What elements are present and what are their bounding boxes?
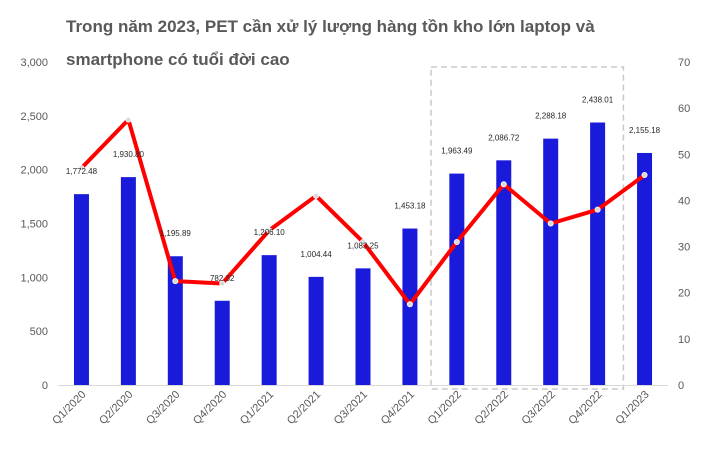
y-right-tick-label: 70 — [678, 57, 690, 69]
y-right-tick-label: 40 — [678, 195, 690, 207]
x-tick-label: Q1/2021 — [238, 389, 276, 427]
line-point — [547, 220, 554, 227]
y-right-tick-label: 0 — [678, 380, 684, 392]
chart-title: Trong năm 2023, PET cần xử lý lượng hàng… — [66, 17, 595, 69]
y-left-tick-label: 1,500 — [20, 219, 48, 231]
line-point — [594, 206, 601, 213]
x-tick-label: Q3/2020 — [144, 389, 182, 427]
bar-value-label: 1,963.49 — [441, 147, 473, 156]
y-left-tick-label: 3,000 — [20, 57, 48, 69]
bar-value-label: 2,288.18 — [535, 112, 567, 121]
bar — [214, 300, 230, 385]
line-point — [125, 116, 132, 123]
line-point — [500, 181, 507, 188]
bar — [167, 256, 183, 385]
bar-value-label: 1,083.25 — [347, 241, 379, 250]
y-right-tick-label: 20 — [678, 288, 690, 300]
x-tick-label: Q3/2021 — [332, 389, 370, 427]
line-series — [78, 116, 648, 308]
x-tick-label: Q3/2022 — [519, 389, 557, 427]
line-point — [219, 280, 226, 287]
y-right-tick-label: 60 — [678, 103, 690, 115]
y-left-tick-label: 0 — [42, 380, 48, 392]
line-point — [266, 227, 273, 234]
y-left-tick-label: 500 — [30, 326, 48, 338]
bar — [543, 138, 559, 385]
bar-series — [73, 122, 653, 385]
bar-value-label: 1,195.89 — [160, 229, 192, 238]
bar — [355, 268, 371, 385]
line-point — [172, 278, 179, 285]
line-point — [453, 238, 460, 245]
bar-value-label: 1,772.48 — [66, 167, 98, 176]
bar — [449, 173, 465, 385]
x-tick-label: Q1/2022 — [426, 389, 464, 427]
bar-value-label: 1,004.44 — [301, 250, 333, 259]
bar — [120, 177, 136, 385]
bar — [73, 194, 89, 385]
bar-value-label: 2,086.72 — [488, 133, 520, 142]
y-right-tick-label: 50 — [678, 149, 690, 161]
y-left-tick-label: 2,500 — [20, 111, 48, 123]
x-tick-label: Q1/2020 — [50, 389, 88, 427]
highlight-box — [430, 66, 625, 390]
line-point — [641, 172, 648, 179]
y-left-tick-label: 1,000 — [20, 272, 48, 284]
bar — [308, 276, 324, 385]
bar — [496, 160, 512, 385]
bar-value-label: 2,155.18 — [629, 126, 661, 135]
line-point — [359, 238, 366, 245]
y-left-tick-label: 2,000 — [20, 165, 48, 177]
bar-value-label: 1,206.10 — [254, 228, 286, 237]
data-labels: 1,772.48 1,930.80 1,195.89 782.32 1,206.10 1,… — [66, 96, 661, 283]
bar-value-label: 2,438.01 — [582, 96, 614, 105]
bar — [637, 152, 653, 385]
x-tick-label: Q4/2022 — [566, 389, 604, 427]
x-tick-label: Q2/2020 — [97, 389, 135, 427]
x-tick-label: Q4/2020 — [191, 389, 229, 427]
highlight-layer — [430, 66, 625, 390]
x-tick-label: Q2/2021 — [285, 389, 323, 427]
line-point — [78, 165, 85, 172]
bar-value-label: 1,453.18 — [394, 202, 426, 211]
x-tick-label: Q1/2023 — [613, 389, 651, 427]
y-right-tick-label: 10 — [678, 334, 690, 346]
x-tick-label: Q4/2021 — [379, 389, 417, 427]
x-tick-label: Q2/2022 — [473, 389, 511, 427]
y-right-tick-label: 30 — [678, 242, 690, 254]
bar-value-label: 782.32 — [210, 274, 235, 283]
bar-value-label: 1,930.80 — [113, 150, 145, 159]
line-point — [406, 301, 413, 308]
bar — [261, 255, 277, 385]
line-point — [313, 192, 320, 199]
bar — [590, 122, 606, 385]
